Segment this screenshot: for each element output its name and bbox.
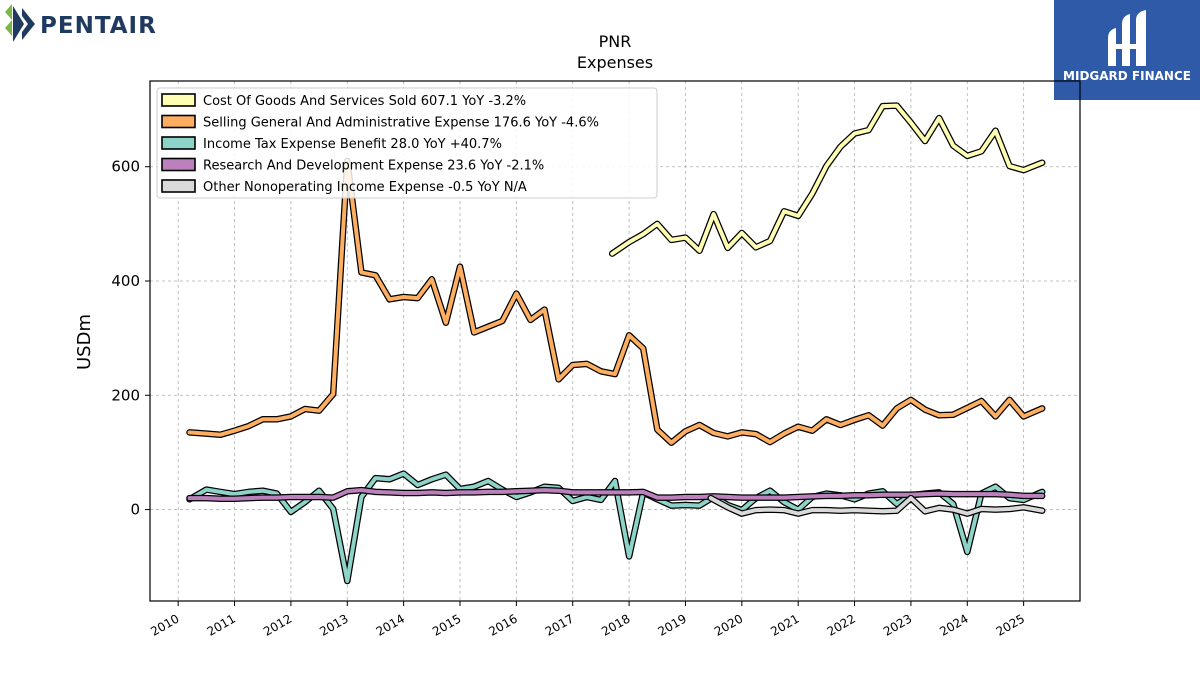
legend-label: Research And Development Expense 23.6 Yo… [203,159,544,174]
x-tick-label: 2014 [374,611,407,638]
y-axis-label: USDm [74,314,95,370]
x-tick-label: 2024 [937,611,970,638]
legend-box [156,87,658,199]
pentair-wordmark: PENTAIR [40,13,157,39]
series-4 [707,494,1046,517]
series-3 [186,486,1046,502]
series-line [187,488,1045,501]
series-line [610,103,1045,256]
series-line-outline [608,102,1046,257]
x-tick-label: 2022 [825,611,858,638]
legend: Cost Of Goods And Services Sold 607.1 Yo… [156,87,658,199]
legend-swatch [161,179,196,193]
y-tick-label: 200 [111,386,140,404]
midgard-wordmark: MIDGARD FINANCE [1063,69,1191,83]
x-tick-label: 2018 [599,611,632,638]
legend-label: Selling General And Administrative Expen… [203,116,599,131]
x-tick-label: 2023 [881,611,914,638]
legend-swatch [161,93,196,107]
legend-swatch [161,157,196,172]
y-tick-label: 0 [130,501,140,519]
series-0 [608,102,1046,257]
x-tick-label: 2020 [712,611,745,638]
series-line [708,496,1045,516]
legend-label: Income Tax Expense Benefit 28.0 YoY +40.… [203,137,502,152]
plot-area-frame [149,80,1081,602]
legend-label: Other Nonoperating Income Expense -0.5 Y… [203,180,527,195]
x-tick-label: 2015 [430,611,463,638]
midgard-mark-icon [1108,10,1146,66]
chart-title: PNR [599,32,632,51]
x-tick-label: 2021 [768,611,801,638]
series-lines [186,102,1046,585]
x-tick-label: 2016 [486,611,519,638]
series-1 [186,157,1046,446]
y-tick-label: 600 [111,158,140,176]
pentair-logo: PENTAIR [5,4,157,42]
x-tick-label: 2019 [656,611,689,638]
series-2 [186,470,1046,585]
y-tick-label: 400 [111,272,140,290]
pentair-mark-icon [5,4,35,42]
legend-label: Cost Of Goods And Services Sold 607.1 Yo… [203,94,526,109]
x-tick-label: 2010 [148,611,181,638]
chart-subtitle: Expenses [577,53,653,72]
x-tick-label: 2025 [994,611,1027,638]
x-tick-label: 2017 [543,611,576,638]
x-tick-label: 2011 [205,611,238,638]
x-tick-label: 2013 [317,611,350,638]
axis-ticks: 0 200 400 600 2010 2011 2012 2013 2014 2015 2016 20… [111,158,1027,639]
legend-swatch [161,114,196,129]
x-tick-label: 2012 [261,611,294,638]
legend-swatch [161,136,196,150]
series-line [187,471,1045,583]
series-line [187,159,1045,445]
midgard-finance-logo: MIDGARD FINANCE [1054,0,1200,100]
